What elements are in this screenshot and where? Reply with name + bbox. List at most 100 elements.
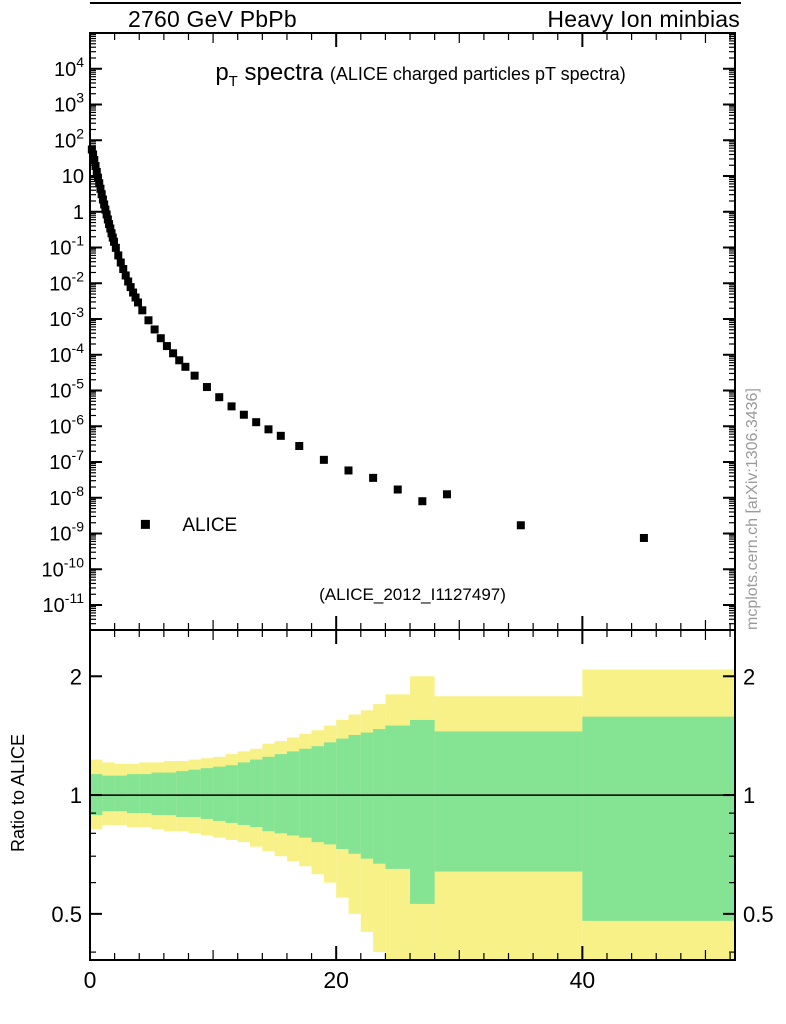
statistical-uncertainty-band-bin: [323, 742, 337, 845]
top-panel-frame: [89, 32, 736, 631]
data-point: [252, 418, 261, 427]
y-tick-label: 10-7: [49, 447, 84, 474]
data-point: [418, 497, 427, 506]
data-point: [239, 410, 248, 419]
legend-label: ALICE: [182, 515, 237, 536]
data-point: [156, 334, 165, 343]
data-point: [119, 265, 128, 274]
data-point: [124, 277, 133, 286]
spectrum-points: [87, 145, 648, 542]
data-point: [100, 200, 109, 209]
legend-marker: [140, 519, 150, 529]
y-tick-label: 10-3: [49, 304, 84, 331]
data-point: [202, 383, 211, 392]
statistical-uncertainty-band-bin: [434, 731, 583, 872]
data-point: [106, 224, 115, 233]
statistical-uncertainty-band-bin: [102, 775, 115, 812]
data-point: [264, 425, 273, 434]
y-tick-label: 104: [54, 54, 84, 81]
statistical-uncertainty-band-bin: [139, 774, 152, 814]
data-point: [162, 342, 171, 351]
data-point: [96, 184, 105, 193]
y-tick-label: 10-5: [49, 376, 84, 403]
data-point: [516, 521, 525, 530]
statistical-uncertainty-band-bin: [385, 725, 411, 869]
ratio-tick-label-left: 0.5: [51, 902, 82, 927]
y-tick-label: 10-9: [49, 519, 84, 546]
statistical-uncertainty-band-bin: [237, 762, 251, 825]
statistical-uncertainty-band-bin: [163, 772, 177, 816]
y-tick-label: 10: [62, 166, 84, 188]
data-point: [91, 162, 100, 171]
ratio-tick-label-right: 2: [743, 664, 755, 689]
statistical-uncertainty-band-bin: [373, 729, 386, 864]
data-point: [97, 190, 106, 199]
plot-title: pT spectra (ALICE charged particles pT s…: [215, 59, 625, 90]
y-tick-label: 10-10: [42, 554, 85, 581]
data-point: [92, 167, 101, 176]
data-point: [369, 473, 378, 482]
data-point: [215, 393, 224, 402]
data-point: [98, 195, 107, 204]
data-point: [129, 288, 138, 297]
statistical-uncertainty-band-bin: [410, 719, 435, 904]
ratio-tick-label-left: 1: [70, 783, 82, 808]
data-point: [227, 402, 236, 411]
statistical-uncertainty-band-bin: [262, 756, 275, 832]
y-tick-label: 10-2: [49, 268, 84, 295]
statistical-uncertainty-band-bin: [200, 768, 214, 819]
statistical-uncertainty-band-bin: [126, 774, 140, 814]
y-tick-label: 10-4: [49, 340, 84, 367]
data-point: [114, 251, 123, 260]
data-point: [103, 215, 112, 224]
data-point: [126, 283, 135, 292]
statistical-uncertainty-band-bin: [225, 765, 238, 823]
data-point: [131, 293, 140, 302]
data-point: [134, 298, 143, 307]
data-point: [95, 179, 104, 188]
y-tick-label: 103: [54, 90, 84, 117]
data-point: [190, 371, 199, 380]
data-point: [101, 205, 110, 214]
data-point: [169, 349, 178, 358]
data-point: [393, 485, 402, 494]
x-tick-label: 20: [323, 967, 349, 993]
data-point: [442, 490, 451, 499]
y-tick-label: 1: [73, 202, 84, 224]
data-point: [295, 442, 304, 451]
data-point: [94, 173, 103, 182]
data-point: [144, 316, 153, 325]
data-point: [639, 533, 648, 542]
data-point: [89, 150, 98, 159]
data-point: [111, 243, 120, 252]
statistical-uncertainty-band-bin: [114, 775, 127, 812]
ratio-tick-label-left: 2: [70, 664, 82, 689]
statistical-uncertainty-band-bin: [299, 748, 312, 838]
statistical-uncertainty-band-bin: [336, 738, 349, 850]
data-point: [121, 271, 130, 280]
statistical-uncertainty-band-bin: [151, 772, 164, 816]
y-tick-label: 10-1: [49, 233, 84, 260]
header-beam-label: 2760 GeV PbPb: [128, 6, 297, 32]
data-point: [110, 237, 119, 246]
analysis-tag: (ALICE_2012_I1127497): [319, 585, 506, 604]
data-point: [175, 356, 184, 365]
header-process-label: Heavy Ion minbias: [547, 6, 740, 32]
statistical-uncertainty-band-bin: [582, 716, 735, 921]
data-point: [150, 325, 159, 334]
ratio-tick-label-right: 0.5: [743, 902, 774, 927]
data-point: [108, 233, 117, 242]
data-point: [107, 229, 116, 238]
x-tick-label: 0: [84, 967, 97, 993]
data-point: [319, 455, 328, 464]
data-point: [181, 362, 190, 371]
statistical-uncertainty-band-bin: [274, 754, 287, 834]
data-point: [102, 210, 111, 219]
ratio-bands: [90, 669, 735, 960]
y-tick-label: 10-6: [49, 411, 84, 438]
data-point: [87, 145, 96, 154]
x-tick-label: 40: [570, 967, 596, 993]
data-point: [105, 220, 114, 229]
y-tick-label: 10-11: [43, 590, 85, 617]
